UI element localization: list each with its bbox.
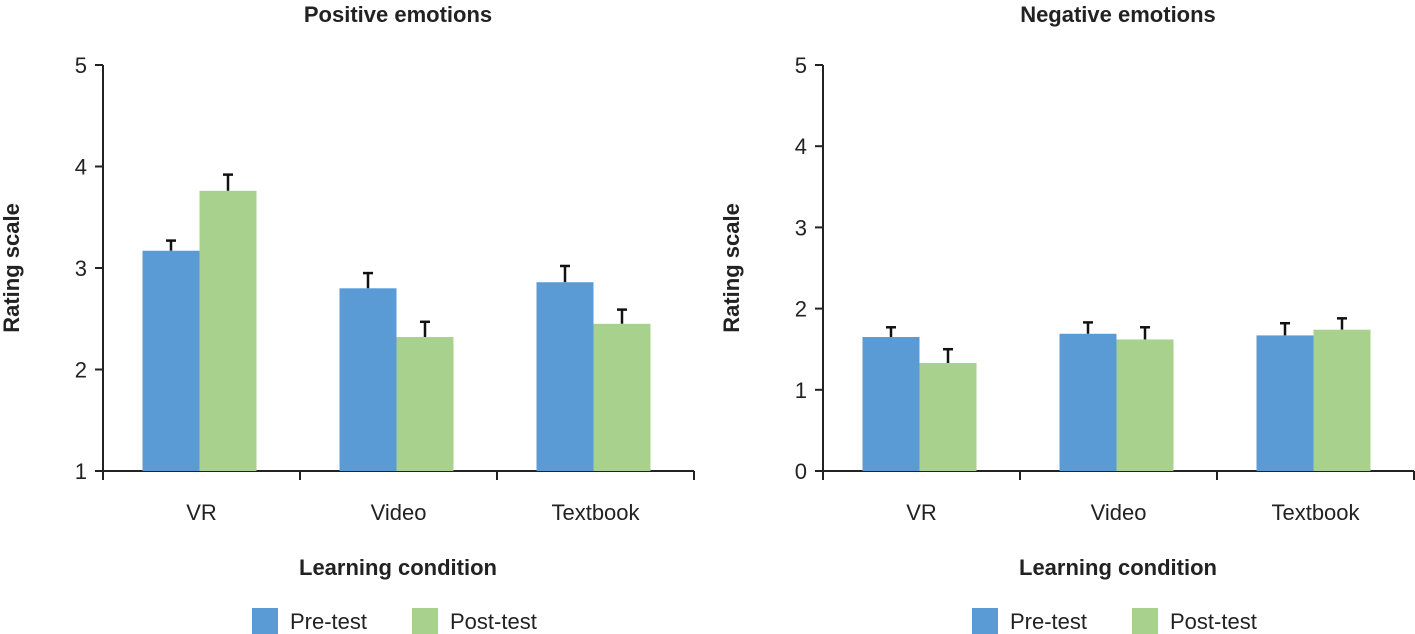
- y-tick-label: 4: [75, 155, 87, 180]
- legend-swatch-post-test: [412, 608, 438, 634]
- y-tick-label: 0: [795, 459, 807, 484]
- x-tick-label: VR: [186, 500, 217, 525]
- y-tick-label: 3: [75, 256, 87, 281]
- bar-post-test-textbook: [593, 323, 651, 471]
- legend-swatch-pre-test: [252, 608, 278, 634]
- x-tick-label: Textbook: [1271, 500, 1360, 525]
- bar-pre-test-vr: [142, 250, 200, 471]
- bar-pre-test-vr: [862, 337, 920, 471]
- x-tick-label: Textbook: [551, 500, 640, 525]
- bar-post-test-video: [1116, 339, 1174, 471]
- bar-post-test-vr: [919, 363, 977, 471]
- legend-label: Post-test: [450, 609, 537, 634]
- x-tick-label: Video: [1091, 500, 1147, 525]
- chart-panel-positive: Positive emotions 1 2 3 4 5 VR Video Textbook Rat…: [0, 2, 695, 634]
- y-tick-label: 2: [75, 358, 87, 383]
- bar-post-test-textbook: [1313, 329, 1371, 471]
- x-axis-label: Learning condition: [1019, 555, 1217, 580]
- legend-label: Pre-test: [1010, 609, 1087, 634]
- bar-post-test-vr: [199, 190, 257, 472]
- y-axis-label: Rating scale: [0, 203, 24, 333]
- chart-title: Positive emotions: [304, 2, 492, 27]
- y-tick-label: 5: [795, 53, 807, 78]
- bar-pre-test-textbook: [536, 282, 594, 471]
- chart-title: Negative emotions: [1020, 2, 1216, 27]
- x-axis-label: Learning condition: [299, 555, 497, 580]
- y-tick-label: 5: [75, 53, 87, 78]
- y-tick-label: 2: [795, 297, 807, 322]
- y-tick-label: 4: [795, 134, 807, 159]
- y-tick-label: 1: [75, 459, 87, 484]
- chart-panel-negative: Negative emotions 0 1 2 3 4 5 VR Video Textbook Ra…: [719, 2, 1415, 634]
- y-axis-label: Rating scale: [719, 203, 744, 333]
- legend-swatch-post-test: [1132, 608, 1158, 634]
- y-tick-label: 3: [795, 215, 807, 240]
- y-tick-label: 1: [795, 378, 807, 403]
- legend-label: Pre-test: [290, 609, 367, 634]
- bar-pre-test-video: [339, 288, 397, 471]
- bar-post-test-video: [396, 337, 454, 471]
- legend-label: Post-test: [1170, 609, 1257, 634]
- x-tick-label: Video: [371, 500, 427, 525]
- legend-swatch-pre-test: [972, 608, 998, 634]
- x-tick-label: VR: [906, 500, 937, 525]
- bar-pre-test-textbook: [1256, 335, 1314, 471]
- bar-pre-test-video: [1059, 333, 1117, 471]
